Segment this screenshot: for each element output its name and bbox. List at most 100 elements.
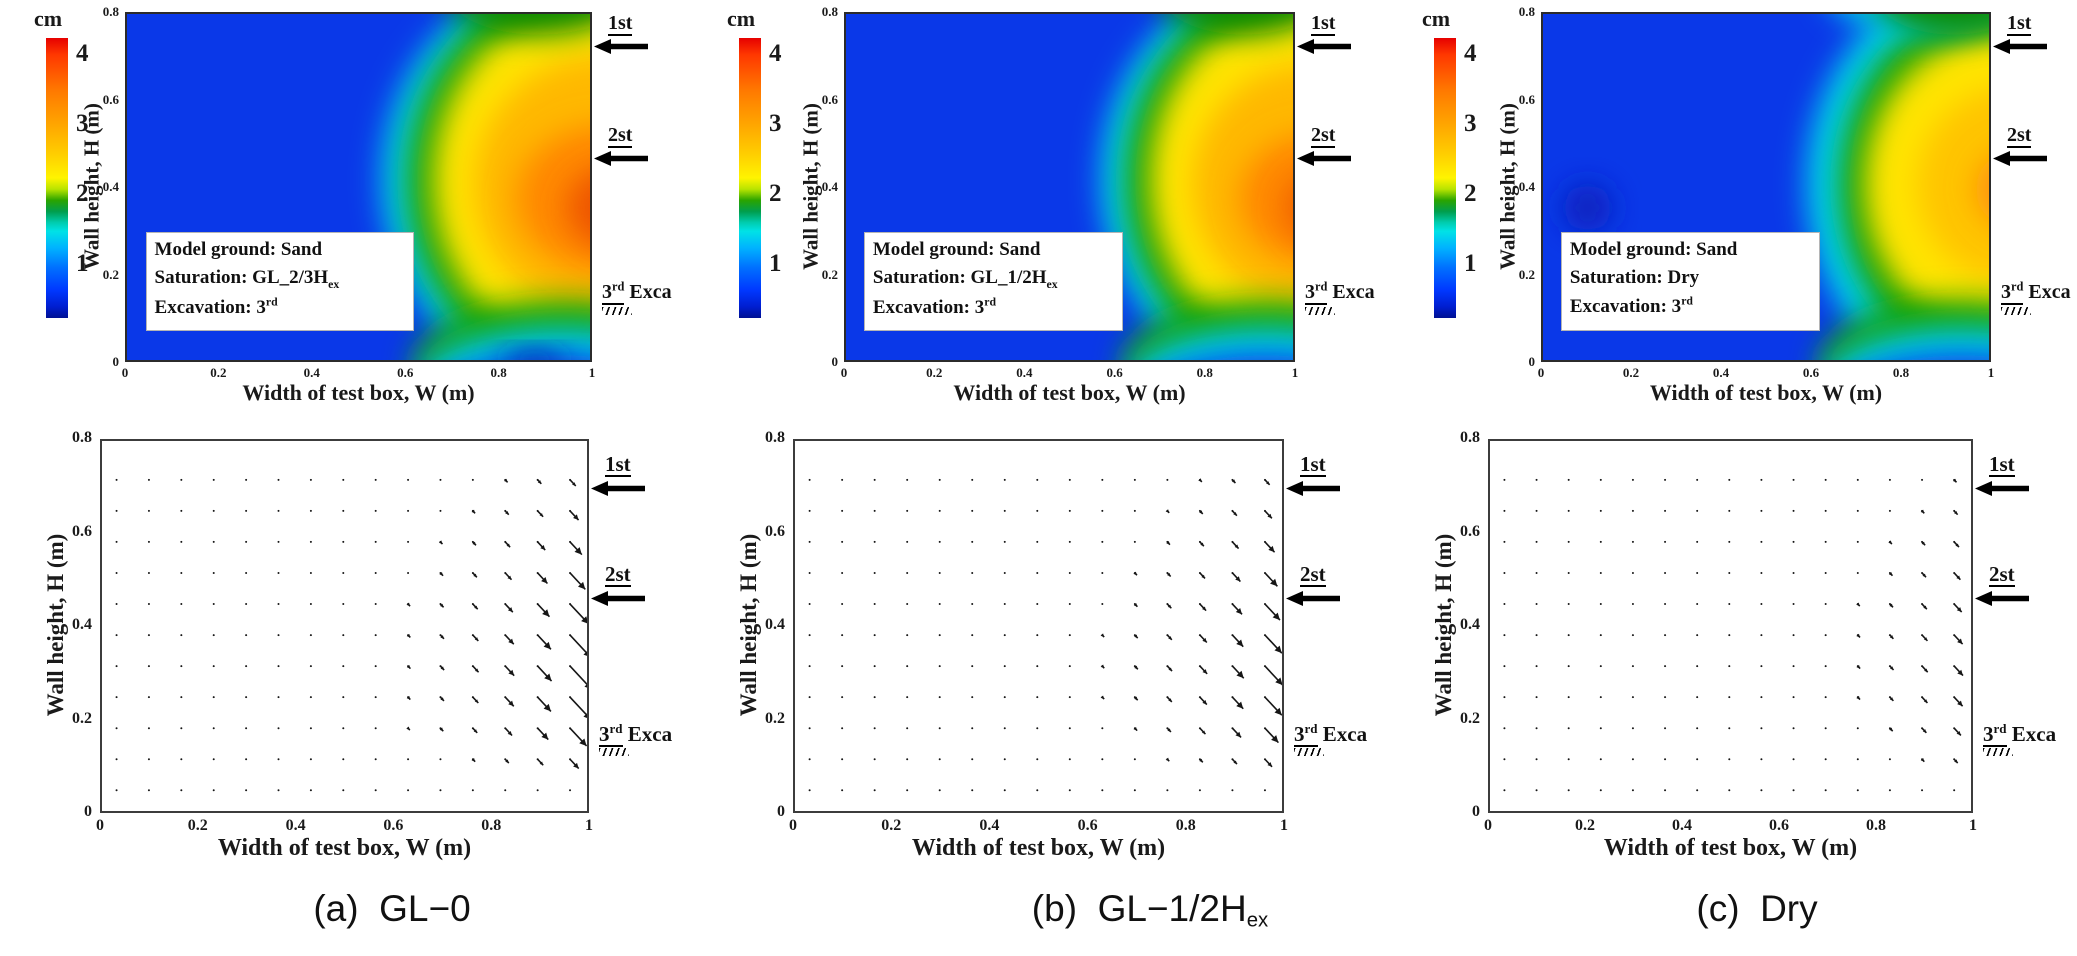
- colorbar-tick-label: 2: [76, 180, 89, 207]
- left-arrow-icon: [1993, 151, 2047, 166]
- excavation-number: 3rd: [1305, 280, 1328, 305]
- stage-annotation-2st: 2st: [605, 562, 631, 588]
- excavation-level-annotation: 3rd Exca: [599, 721, 672, 756]
- y-tick-label: 0.2: [102, 266, 119, 282]
- excavation-ordinal-suffix: rd: [612, 279, 625, 294]
- x-tick-label: 0: [96, 817, 104, 834]
- excavation-level-annotation: 3rd Exca: [602, 279, 672, 315]
- ground-hatch-icon: [602, 307, 632, 315]
- x-tick-label: 0.6: [1769, 817, 1789, 834]
- excavation-ordinal-suffix: rd: [2011, 279, 2024, 294]
- left-arrow-icon: [1286, 481, 1340, 496]
- left-arrow-icon: [1975, 481, 2029, 496]
- quiver-field-svg: [808, 478, 1282, 792]
- excavation-number-text: 3: [1305, 281, 1315, 303]
- info-box-superscript: rd: [265, 295, 278, 309]
- x-tick-label: 0: [840, 365, 848, 380]
- left-arrow-icon: [1297, 151, 1351, 166]
- x-axis-label-bottom: Width of test box, W (m): [1603, 835, 1858, 861]
- left-arrow-icon: [594, 39, 648, 54]
- excavation-number-text: 3: [1294, 722, 1305, 746]
- left-arrow-icon: [591, 481, 645, 496]
- colorbar-tick-label: 4: [76, 40, 89, 67]
- quiver-field-svg: [1503, 478, 1964, 792]
- colorbar: [46, 38, 68, 318]
- y-tick-label: 0.8: [1460, 429, 1480, 446]
- y-tick-label: 0: [831, 354, 839, 369]
- x-tick-label: 0.2: [210, 365, 227, 380]
- info-box-text: Excavation: 3: [872, 296, 985, 318]
- colorbar: [1434, 38, 1456, 318]
- excavation-number: 3rd: [1294, 721, 1318, 748]
- caption-text: Dry: [1760, 888, 1818, 929]
- x-tick-label: 0.4: [1672, 817, 1692, 834]
- y-tick-label: 0.8: [1518, 4, 1535, 19]
- contour-field-svg: [127, 14, 590, 360]
- excavation-number: 3rd: [602, 279, 625, 305]
- y-tick-label: 0.2: [1460, 709, 1480, 727]
- excavation-number-text: 3: [599, 722, 610, 746]
- left-arrow-icon: [591, 591, 645, 606]
- left-arrow-icon: [1975, 591, 2029, 606]
- x-tick-label: 0: [121, 365, 129, 380]
- colorbar-tick-label: 3: [76, 110, 89, 137]
- contour-plot-a: Model ground: Sand Saturation: GL_2/3Hex E…: [125, 12, 592, 362]
- x-tick-label: 0.6: [397, 365, 414, 380]
- excavation-ordinal-suffix: rd: [1304, 721, 1318, 736]
- info-box-text: Model ground: Sand: [872, 238, 1041, 260]
- model-info-box: Model ground: Sand Saturation: GL_2/3Hex E…: [145, 231, 415, 331]
- info-box-subscript: ex: [328, 278, 340, 292]
- x-axis-label-bottom: Width of test box, W (m): [911, 835, 1166, 861]
- stage-2-arrow: [1297, 151, 1351, 166]
- colorbar-tick-label: 1: [1464, 250, 1477, 277]
- excavation-number-text: 3: [1983, 722, 1994, 746]
- y-tick-label: 0: [1472, 803, 1480, 820]
- info-box-line: Model ground: Sand: [873, 236, 1114, 265]
- stage-1-arrow: [591, 481, 645, 496]
- y-tick-label: 0.6: [1518, 91, 1535, 107]
- excavation-level-annotation: 3rd Exca: [1983, 722, 2056, 756]
- stage-annotation-1st: 1st: [2007, 12, 2032, 36]
- stage-annotation-1st: 1st: [1300, 452, 1326, 478]
- stage-2-arrow: [1286, 591, 1340, 606]
- stage-2-arrow: [1993, 151, 2047, 166]
- y-tick-label: 0.4: [1460, 616, 1480, 633]
- y-tick-label: 0.6: [72, 522, 92, 540]
- stage-1-arrow: [1297, 39, 1351, 54]
- x-tick-label: 0.6: [1802, 365, 1820, 380]
- y-tick-label: 0.6: [765, 522, 785, 540]
- x-tick-label: 0.8: [1866, 817, 1886, 834]
- excavation-ordinal-suffix: rd: [609, 721, 623, 736]
- panel-caption-b: (b) GL−1/2Hex: [920, 888, 1380, 933]
- y-tick-label: 0.8: [765, 429, 785, 446]
- info-box-superscript: rd: [984, 295, 997, 309]
- x-tick-label: 0.6: [1077, 817, 1098, 834]
- y-tick-label: 0.6: [102, 91, 119, 107]
- info-box-line: Model ground: Sand: [1570, 236, 1811, 265]
- stage-2-arrow: [1975, 591, 2029, 606]
- excavation-word: Exca: [624, 281, 672, 303]
- y-tick-label: 0.6: [821, 91, 838, 107]
- x-axis-label-top: Width of test box, W (m): [953, 380, 1186, 405]
- x-tick-label: 0.2: [1622, 365, 1640, 380]
- x-axis-label-top: Width of test box, W (m): [1649, 380, 1883, 405]
- info-box-text: Model ground: Sand: [1569, 238, 1738, 260]
- info-box-text: Excavation: 3: [1569, 295, 1682, 317]
- model-info-box: Model ground: Sand Saturation: Dry Excavat…: [1560, 231, 1820, 331]
- left-arrow-icon: [594, 151, 648, 166]
- x-tick-label: 0.6: [1106, 365, 1123, 380]
- stage-1-arrow: [1975, 481, 2029, 496]
- info-box-text: Excavation: 3: [154, 296, 266, 318]
- x-tick-label: 1: [1969, 817, 1977, 834]
- quiver-plot-b: [793, 439, 1284, 813]
- quiver-field-svg: [115, 478, 587, 792]
- x-tick-label: 0.2: [881, 817, 902, 834]
- y-tick-label: 0.8: [821, 4, 838, 19]
- x-tick-label: 0.2: [926, 365, 943, 380]
- x-tick-label: 1: [585, 817, 593, 834]
- colorbar-tick-label: 2: [1464, 180, 1477, 207]
- caption-prefix: (b): [1031, 888, 1098, 929]
- colorbar-tick-label: 4: [1464, 40, 1477, 67]
- info-box-subscript: ex: [1046, 278, 1058, 292]
